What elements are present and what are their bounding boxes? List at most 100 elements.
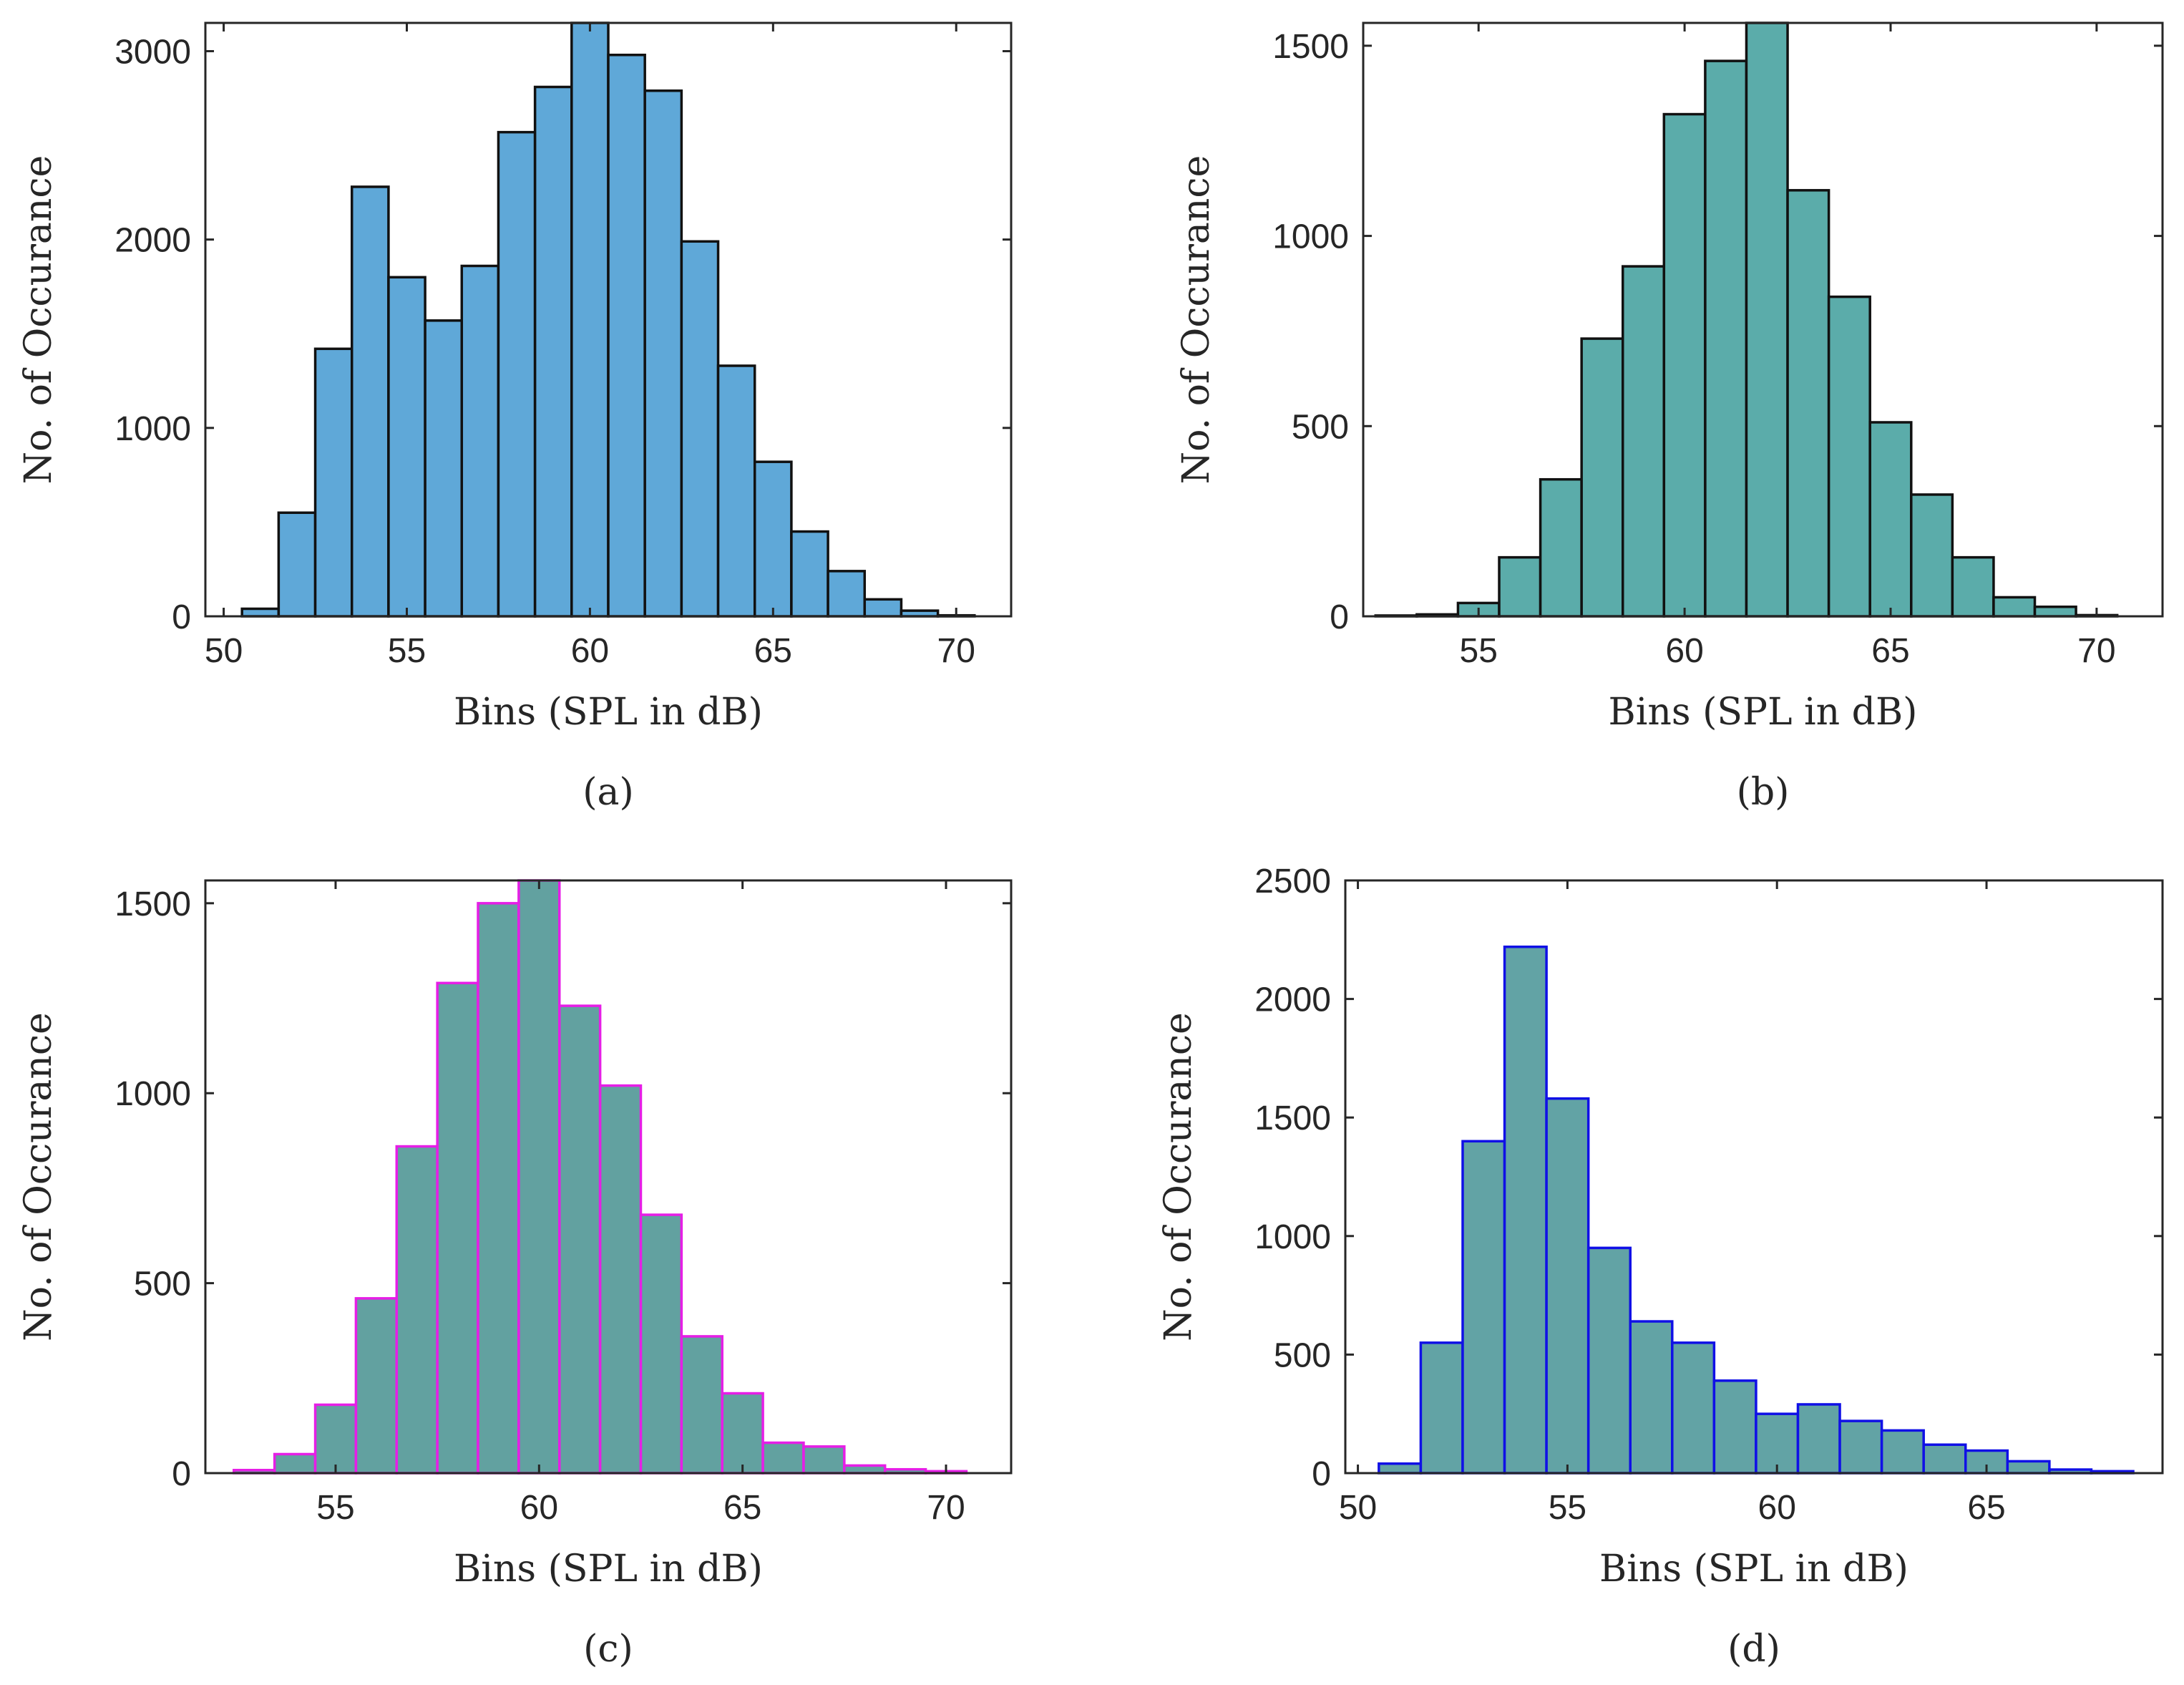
x-tick-label-b-1: 60 (1665, 632, 1703, 670)
y-tick-label-c-2: 1000 (114, 1075, 191, 1113)
panel-caption-c: (c) (583, 1628, 633, 1671)
bar-c-13 (761, 1441, 805, 1475)
bar-c-7 (517, 879, 561, 1475)
bar-d-1 (1419, 1341, 1464, 1475)
bar-a-9 (570, 21, 610, 618)
bar-d-2 (1461, 1140, 1506, 1475)
bar-c-12 (721, 1392, 764, 1475)
x-tick-label-a-2: 60 (571, 632, 609, 670)
y-tick-label-a-2: 2000 (114, 222, 191, 260)
x-tick-label-b-2: 65 (1871, 632, 1909, 670)
bar-c-14 (802, 1445, 846, 1475)
bar-b-5 (1580, 337, 1624, 618)
x-tick-label-b-3: 70 (2077, 632, 2115, 670)
bar-a-14 (753, 460, 793, 618)
x-tick-label-a-1: 55 (388, 632, 426, 670)
x-tick-label-a-3: 65 (754, 632, 792, 670)
y-axis-label-d: No. of Occurance (1157, 1012, 1200, 1341)
y-axis-label-b: No. of Occurance (1175, 155, 1218, 485)
bar-a-3 (350, 185, 390, 618)
bar-b-15 (1992, 596, 2037, 618)
y-axis-label-c: No. of Occurance (17, 1012, 60, 1341)
x-tick-label-c-2: 65 (723, 1489, 761, 1527)
y-tick-label-b-2: 1000 (1272, 218, 1349, 256)
bar-d-6 (1629, 1320, 1674, 1475)
bar-a-11 (643, 89, 683, 618)
bar-c-8 (558, 1004, 602, 1475)
axes-box-d (1344, 879, 2164, 1475)
panel-d: 50 55 60 65 0 500 1000 1500 2000 2500 Bins (SPL in… (1157, 863, 2164, 1671)
x-axis-label-a: Bins (SPL in dB) (454, 691, 763, 734)
bar-d-11 (1838, 1419, 1883, 1475)
x-tick-label-d-2: 60 (1758, 1489, 1796, 1527)
panel-b: 55 60 65 70 0 500 1000 1500 Bins (SPL in dB) No. … (1175, 21, 2164, 814)
y-tick-label-d-5: 2500 (1254, 863, 1331, 900)
y-tick-label-d-2: 1000 (1254, 1218, 1331, 1256)
y-tick-label-d-4: 2000 (1254, 981, 1331, 1019)
bar-d-12 (1880, 1429, 1925, 1475)
x-tick-label-c-3: 70 (927, 1489, 965, 1527)
bar-c-4 (395, 1145, 439, 1475)
bar-b-11 (1827, 295, 1871, 618)
bar-c-3 (354, 1297, 399, 1475)
bar-c-5 (436, 981, 479, 1475)
bar-c-9 (598, 1084, 643, 1475)
bar-c-6 (477, 902, 520, 1475)
bar-d-10 (1796, 1403, 1841, 1475)
panel-a: 50 55 60 65 70 0 1000 2000 3000 Bins (SPL in dB) N… (17, 21, 1013, 814)
bar-b-10 (1786, 189, 1830, 618)
bar-a-6 (460, 264, 500, 618)
y-tick-label-a-3: 3000 (114, 33, 191, 71)
y-tick-label-c-1: 500 (134, 1266, 191, 1303)
x-tick-label-b-0: 55 (1460, 632, 1498, 670)
bar-d-7 (1671, 1341, 1716, 1475)
bar-a-16 (827, 570, 867, 618)
bar-a-15 (790, 530, 829, 618)
x-tick-label-c-1: 60 (520, 1489, 558, 1527)
bar-d-13 (1922, 1443, 1967, 1475)
x-tick-label-d-3: 65 (1967, 1489, 2005, 1527)
bar-d-3 (1503, 945, 1548, 1475)
bar-d-15 (2006, 1460, 2051, 1475)
y-tick-label-d-3: 1500 (1254, 1099, 1331, 1137)
bar-a-8 (533, 85, 573, 618)
x-tick-label-d-1: 55 (1549, 1489, 1586, 1527)
bar-d-0 (1378, 1462, 1423, 1475)
bar-a-1 (277, 511, 317, 618)
x-tick-label-a-0: 50 (205, 632, 243, 670)
bar-a-4 (387, 276, 426, 618)
bar-a-0 (240, 607, 281, 618)
bar-a-13 (716, 364, 756, 618)
bar-b-8 (1704, 59, 1748, 618)
axes-box-a (204, 21, 1013, 618)
bar-b-7 (1662, 112, 1707, 618)
panel-caption-b: (b) (1737, 771, 1790, 814)
y-tick-label-b-3: 1500 (1272, 28, 1349, 66)
y-tick-label-a-0: 0 (172, 598, 191, 636)
y-tick-label-c-3: 1500 (114, 885, 191, 923)
x-tick-label-c-0: 55 (316, 1489, 354, 1527)
bar-b-9 (1745, 21, 1789, 618)
bar-a-2 (313, 347, 354, 618)
panel-caption-d: (d) (1727, 1628, 1780, 1671)
bar-a-7 (497, 130, 537, 618)
y-tick-label-d-1: 500 (1274, 1336, 1331, 1374)
x-axis-label-b: Bins (SPL in dB) (1609, 691, 1918, 734)
bar-a-10 (607, 53, 646, 618)
bar-a-17 (863, 598, 903, 618)
bar-b-12 (1868, 421, 1913, 618)
y-tick-label-b-1: 500 (1292, 408, 1349, 446)
y-tick-label-d-0: 0 (1312, 1455, 1331, 1493)
bar-d-9 (1755, 1412, 1800, 1475)
bar-b-3 (1498, 555, 1542, 618)
x-axis-label-d: Bins (SPL in dB) (1599, 1548, 1908, 1591)
y-axis-label-a: No. of Occurance (17, 155, 60, 485)
y-tick-label-a-1: 1000 (114, 410, 191, 448)
bar-c-10 (639, 1213, 683, 1475)
bar-c-2 (313, 1403, 358, 1475)
bar-a-5 (424, 319, 464, 618)
bar-b-13 (1910, 493, 1954, 618)
bar-b-4 (1539, 477, 1583, 618)
x-tick-label-a-4: 70 (937, 632, 975, 670)
